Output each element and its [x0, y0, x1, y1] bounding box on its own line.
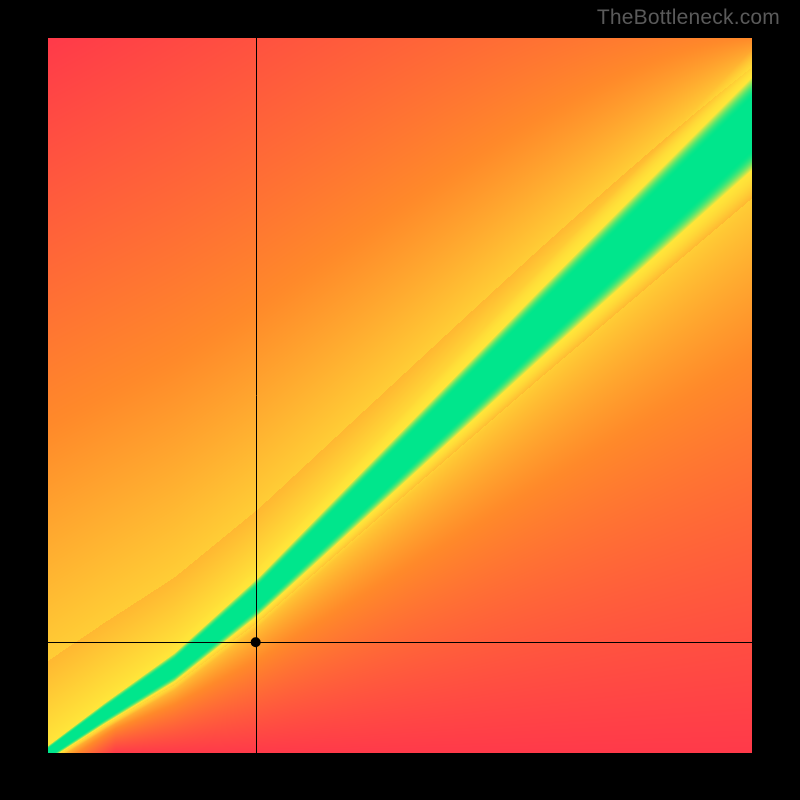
- watermark-text: TheBottleneck.com: [597, 6, 780, 30]
- plot-area: [48, 38, 752, 753]
- chart-frame: TheBottleneck.com: [0, 0, 800, 800]
- heatmap-canvas: [48, 38, 752, 753]
